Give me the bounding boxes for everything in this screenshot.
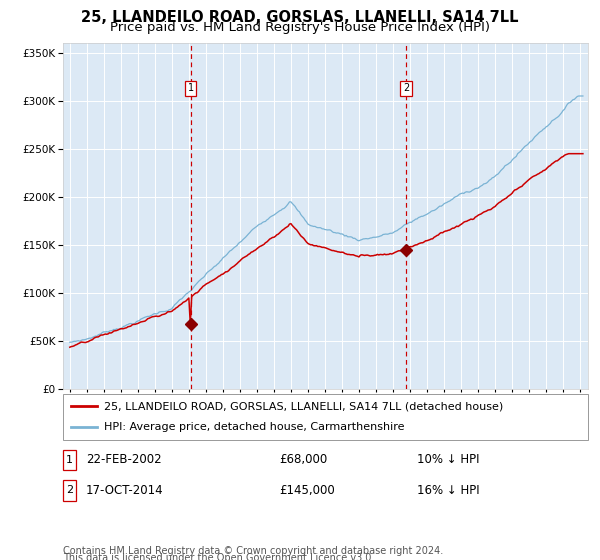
Text: 1: 1 bbox=[188, 83, 194, 94]
Text: This data is licensed under the Open Government Licence v3.0.: This data is licensed under the Open Gov… bbox=[63, 553, 374, 560]
Text: Contains HM Land Registry data © Crown copyright and database right 2024.: Contains HM Land Registry data © Crown c… bbox=[63, 545, 443, 556]
Text: 17-OCT-2014: 17-OCT-2014 bbox=[86, 484, 163, 497]
Text: 2: 2 bbox=[403, 83, 409, 94]
Text: 22-FEB-2002: 22-FEB-2002 bbox=[86, 453, 161, 466]
Text: 25, LLANDEILO ROAD, GORSLAS, LLANELLI, SA14 7LL (detached house): 25, LLANDEILO ROAD, GORSLAS, LLANELLI, S… bbox=[104, 401, 503, 411]
Text: 10% ↓ HPI: 10% ↓ HPI bbox=[417, 453, 479, 466]
Text: 2: 2 bbox=[66, 486, 73, 496]
Text: £145,000: £145,000 bbox=[279, 484, 335, 497]
Text: 1: 1 bbox=[66, 455, 73, 465]
Text: 25, LLANDEILO ROAD, GORSLAS, LLANELLI, SA14 7LL: 25, LLANDEILO ROAD, GORSLAS, LLANELLI, S… bbox=[81, 10, 519, 25]
Text: £68,000: £68,000 bbox=[279, 453, 327, 466]
Text: 16% ↓ HPI: 16% ↓ HPI bbox=[417, 484, 479, 497]
Text: Price paid vs. HM Land Registry's House Price Index (HPI): Price paid vs. HM Land Registry's House … bbox=[110, 21, 490, 34]
Text: HPI: Average price, detached house, Carmarthenshire: HPI: Average price, detached house, Carm… bbox=[104, 422, 405, 432]
